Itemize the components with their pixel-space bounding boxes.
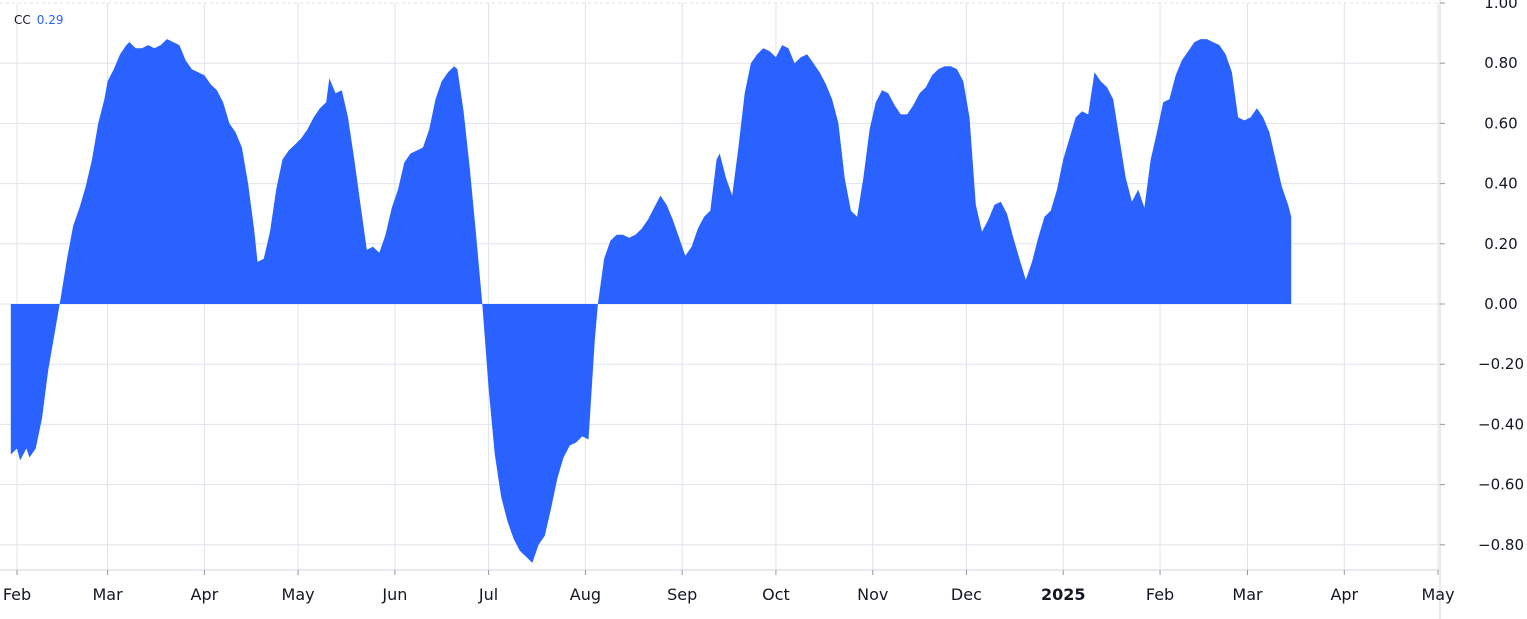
x-tick-label: 2025 [1041, 585, 1086, 604]
x-tick-label: May [1421, 585, 1454, 604]
x-tick-label: Mar [92, 585, 123, 604]
x-tick-label: Oct [762, 585, 790, 604]
x-tick-label: Feb [3, 585, 31, 604]
y-tick-label: −0.40 [1478, 415, 1524, 433]
y-tick-label: 0.40 [1484, 175, 1517, 193]
x-tick-label: Mar [1232, 585, 1263, 604]
y-axis-tick-labels: 1.00 0.80 0.60 0.40 0.20 0.00 −0.20 −0.40 −0.60 −… [1440, 0, 1524, 554]
x-tick-label: Jul [478, 585, 498, 604]
y-tick-label: 0.80 [1484, 54, 1517, 72]
x-tick-label: Feb [1146, 585, 1174, 604]
x-tick-label: Aug [570, 585, 601, 604]
x-tick-label: Jun [381, 585, 407, 604]
x-tick-label: Apr [191, 585, 219, 604]
y-tick-label: 0.20 [1484, 235, 1517, 253]
y-tick-label: −0.20 [1478, 355, 1524, 373]
series-legend: CC 0.29 [14, 13, 63, 27]
x-tick-label: Nov [857, 585, 888, 604]
y-tick-label: 0.60 [1484, 114, 1517, 132]
y-tick-label: −0.80 [1478, 536, 1524, 554]
x-tick-label: Dec [951, 585, 982, 604]
y-tick-label: −0.60 [1478, 476, 1524, 494]
x-tick-label: May [282, 585, 315, 604]
y-tick-label: 1.00 [1484, 0, 1517, 12]
x-axis-tick-labels: Feb Mar Apr May Jun Jul Aug Sep Oct Nov Dec 2025 Feb… [3, 570, 1455, 604]
legend-value: 0.29 [36, 13, 64, 27]
x-tick-label: Apr [1330, 585, 1358, 604]
axes [0, 0, 1441, 619]
cc-series-area [10, 39, 1292, 563]
y-tick-label: 0.00 [1484, 295, 1517, 313]
legend-label: CC [14, 13, 31, 27]
x-tick-label: Sep [667, 585, 697, 604]
